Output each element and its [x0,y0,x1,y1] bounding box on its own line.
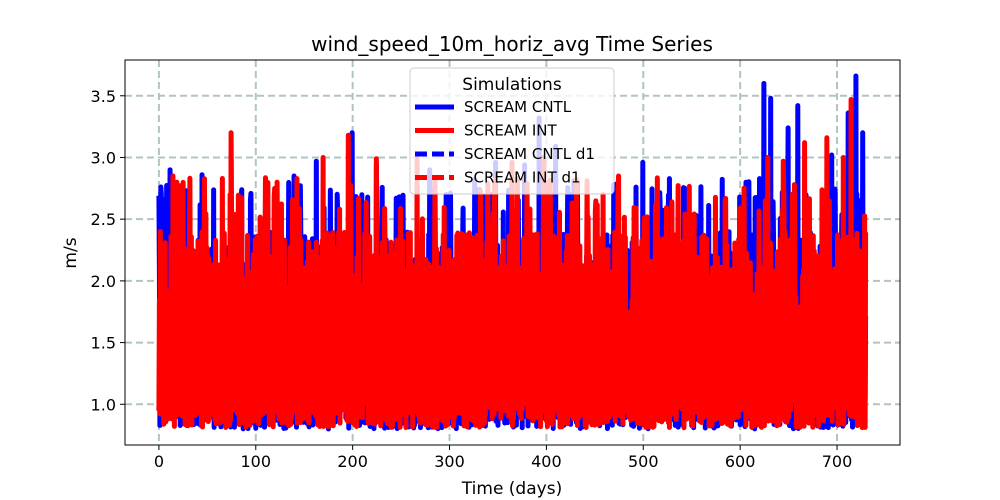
x-tick-label: 400 [531,452,562,471]
y-tick-label: 3.5 [91,87,116,106]
series-layer [156,73,869,432]
y-tick-label: 1.0 [91,395,116,414]
legend-label-scream-cntl-d1: SCREAM CNTL d1 [464,145,595,163]
legend-label-scream-int-d1: SCREAM INT d1 [464,169,581,187]
y-tick-label: 3.0 [91,148,116,167]
x-tick-label: 700 [822,452,853,471]
x-tick-label: 600 [725,452,756,471]
y-axis-title: m/s [61,237,81,268]
legend-label-scream-cntl: SCREAM CNTL [464,98,572,116]
x-tick-label: 0 [154,452,164,471]
chart-title: wind_speed_10m_horiz_avg Time Series [311,32,713,56]
x-tick-label: 200 [337,452,368,471]
axis-ticks: 0 100 200 300 400 500 600 700 1.0 1.5 2.0 2.5 3.0 3.5 [91,87,853,471]
legend-title: Simulations [462,75,562,95]
series-line-scream-int [156,96,869,431]
x-tick-label: 500 [628,452,659,471]
y-tick-label: 2.5 [91,210,116,229]
y-tick-label: 1.5 [91,334,116,353]
legend-label-scream-int: SCREAM INT [464,122,558,140]
x-axis-title: Time (days) [461,479,562,499]
x-tick-label: 100 [241,452,272,471]
plot-frame [124,59,901,446]
legend: Simulations SCREAM CNTL SCREAM INT SCREAM … [409,67,615,195]
legend-box [409,67,615,195]
x-tick-label: 300 [434,452,465,471]
y-tick-label: 2.0 [91,272,116,291]
